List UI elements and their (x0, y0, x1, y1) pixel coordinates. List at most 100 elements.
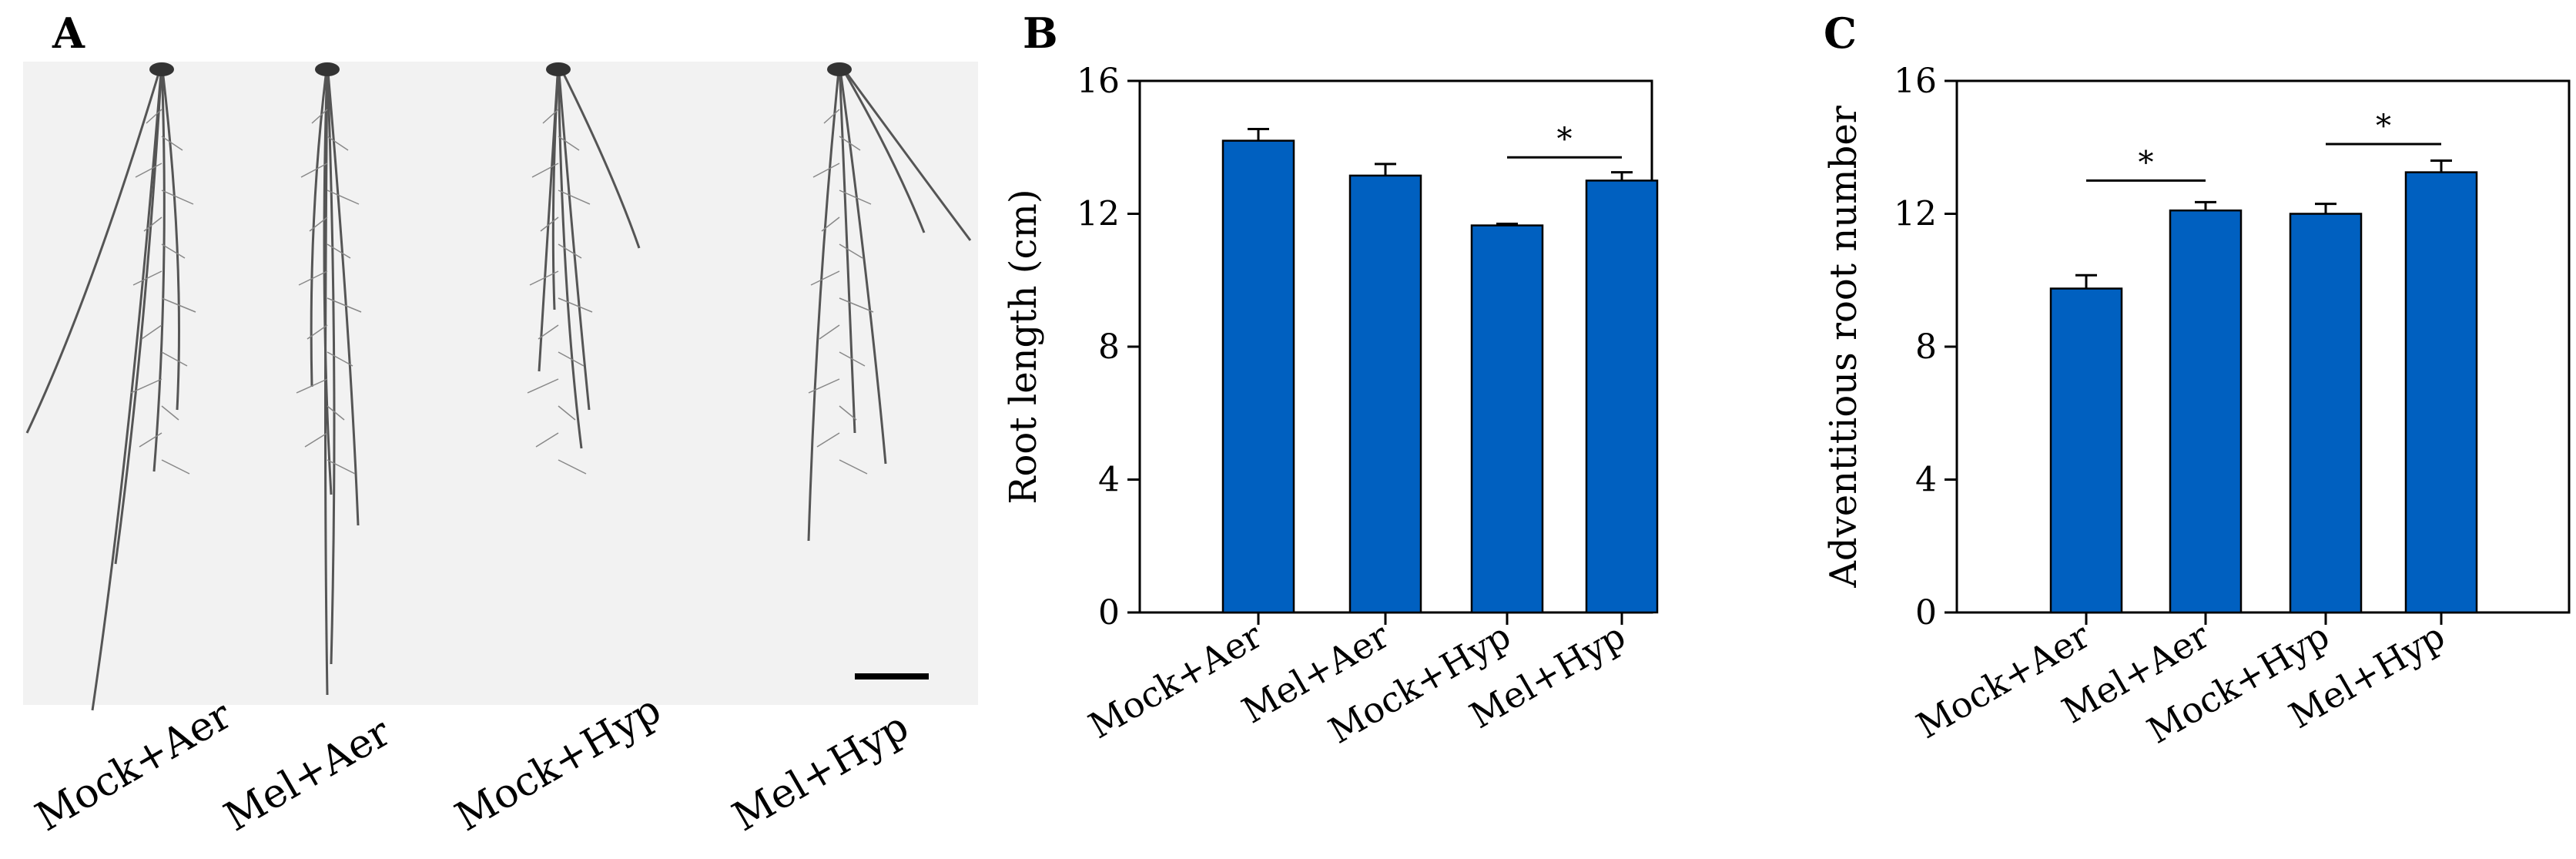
scale-bar (855, 673, 929, 679)
lateral-root (810, 270, 840, 286)
bar (2169, 209, 2243, 614)
root-strand (807, 62, 841, 542)
lateral-root (327, 297, 362, 313)
lateral-root (558, 351, 585, 367)
y-tick-label: 12 (1894, 195, 1937, 234)
lateral-root (839, 190, 872, 205)
significance-marker: * (2139, 145, 2154, 180)
panel-letter-c: C (1824, 8, 1857, 58)
y-tick-label: 4 (1915, 461, 1937, 500)
root-strand (557, 62, 641, 249)
lateral-root (558, 136, 580, 151)
lateral-root (161, 459, 190, 475)
lateral-root (161, 297, 196, 313)
lateral-root (161, 243, 186, 259)
lateral-root (823, 109, 840, 124)
root-strand (326, 62, 336, 665)
lateral-root (304, 432, 328, 448)
bar (2049, 287, 2123, 614)
lateral-root (839, 405, 857, 421)
lateral-root (327, 405, 345, 421)
lateral-root (296, 378, 328, 394)
lateral-root (300, 163, 328, 178)
lateral-root (839, 136, 861, 151)
lateral-root (821, 216, 840, 232)
lateral-root (139, 432, 162, 448)
root-strand (310, 62, 329, 388)
lateral-root (161, 405, 179, 421)
lateral-root (839, 351, 866, 367)
root-strand (838, 62, 856, 434)
lateral-root (542, 109, 559, 124)
significance-marker: * (2376, 109, 2391, 144)
y-tick-label: 12 (1077, 195, 1120, 234)
root-strand (91, 62, 163, 711)
root-strand (838, 62, 926, 233)
y-tick-label: 0 (1098, 593, 1120, 633)
lateral-root (327, 351, 353, 367)
y-axis-title-c: Adventitious root number (1822, 106, 1865, 589)
lateral-root (307, 324, 328, 340)
y-tick-label: 8 (1098, 327, 1120, 367)
lateral-root (812, 163, 840, 178)
root-strand (323, 62, 333, 495)
lateral-root (311, 109, 328, 124)
root-strand (557, 62, 591, 411)
lateral-root (839, 459, 868, 475)
panel-letter-a: A (52, 8, 85, 58)
root-crown (315, 62, 340, 76)
root-strand (160, 62, 180, 411)
lateral-root (135, 163, 162, 178)
y-tick-label: 0 (1915, 593, 1937, 633)
root-strand (557, 62, 583, 449)
panel-a: A Mock+Aer Mel+Aer Mock+Hyp Mel+Hyp (23, 8, 978, 841)
root-strand (838, 62, 972, 241)
lateral-root (327, 136, 349, 151)
lateral-root (531, 163, 559, 178)
root-photo (23, 62, 978, 705)
photo-label-mock-aer: Mock+Aer (28, 692, 240, 841)
root-strand (324, 62, 329, 696)
lateral-root (535, 432, 559, 448)
panel-c: C Adventitious root number 0 4 8 12 16 Mock+A… (1822, 8, 2571, 752)
lateral-root (132, 270, 162, 286)
lateral-root (327, 243, 351, 259)
lateral-root (839, 297, 874, 313)
root-strand (551, 62, 560, 310)
lateral-root (327, 190, 360, 205)
lateral-root (558, 405, 576, 421)
lateral-root (538, 324, 559, 340)
photo-labels: Mock+Aer Mel+Aer Mock+Hyp Mel+Hyp (28, 686, 916, 841)
bar (2289, 213, 2363, 614)
lateral-root (327, 459, 356, 475)
lateral-root (558, 190, 591, 205)
root-crown (149, 62, 174, 76)
lateral-root (558, 243, 582, 259)
root-crown (546, 62, 571, 76)
photo-label-mel-aer: Mel+Aer (217, 710, 399, 841)
lateral-root (558, 459, 587, 475)
bar (1348, 174, 1422, 614)
x-tick-label: Mock+Aer (1082, 615, 1269, 747)
root-strand (152, 62, 166, 472)
photo-label-mock-hyp: Mock+Hyp (448, 686, 669, 841)
lateral-root (130, 378, 162, 394)
y-axis-title-b: Root length (cm) (1002, 189, 1045, 504)
y-tick-label: 8 (1915, 327, 1937, 367)
root-strand (25, 62, 163, 434)
root-photo-roots (25, 62, 972, 711)
bar (1585, 180, 1659, 614)
root-strand (114, 62, 163, 565)
lateral-root (527, 378, 559, 394)
panel-letter-b: B (1023, 8, 1058, 58)
lateral-root (309, 216, 328, 232)
y-tick-label: 4 (1098, 461, 1120, 500)
lateral-root (141, 324, 162, 340)
x-tick-label: Mock+Aer (1910, 615, 2097, 747)
root-strand (326, 62, 360, 526)
lateral-root (298, 270, 328, 286)
significance-marker: * (1557, 122, 1573, 157)
bar (2404, 171, 2478, 614)
